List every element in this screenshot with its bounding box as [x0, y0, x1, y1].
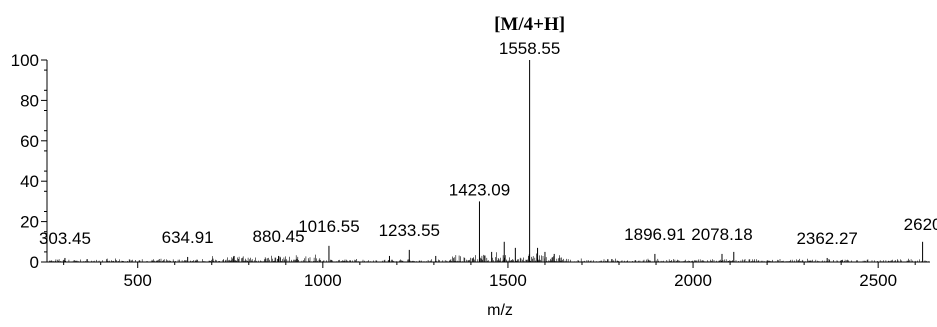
x-tick-label: 500 [124, 271, 152, 290]
x-axis-title: m/z [487, 302, 513, 319]
peak-label: 2362.27 [796, 229, 857, 248]
x-tick-label: 2500 [859, 271, 897, 290]
peak-label: 303.45 [39, 229, 91, 248]
noise-trace [48, 252, 930, 262]
peak-label: 2620 [904, 215, 937, 234]
x-tick-label: 2000 [674, 271, 712, 290]
y-tick-label: 80 [20, 91, 39, 110]
peak-label: 1423.09 [449, 180, 510, 199]
peak-lines [64, 60, 924, 262]
y-tick-label: 40 [20, 172, 39, 191]
peak-label: 1016.55 [298, 217, 359, 236]
peak-label: 1896.91 [624, 225, 685, 244]
y-tick-label: 20 [20, 213, 39, 232]
peak-label: 1558.55 [499, 39, 560, 58]
x-ticks: 500 1000 1500 2000 2500 [63, 262, 916, 290]
peak-label: 880.45 [253, 227, 305, 246]
y-tick-label: 0 [30, 253, 39, 272]
baseline-noise [48, 252, 930, 262]
y-tick-label: 60 [20, 132, 39, 151]
axes [46, 60, 930, 263]
peak-label: 634.91 [162, 228, 214, 247]
y-tick-label: 100 [11, 51, 39, 70]
peak-label: 1233.55 [379, 221, 440, 240]
peak-label: 2078.18 [691, 225, 752, 244]
x-tick-label: 1500 [489, 271, 527, 290]
ion-annotation: [M/4+H] [494, 14, 565, 35]
y-ticks: 0 20 40 60 80 100 [11, 51, 47, 272]
x-tick-label: 1000 [304, 271, 342, 290]
